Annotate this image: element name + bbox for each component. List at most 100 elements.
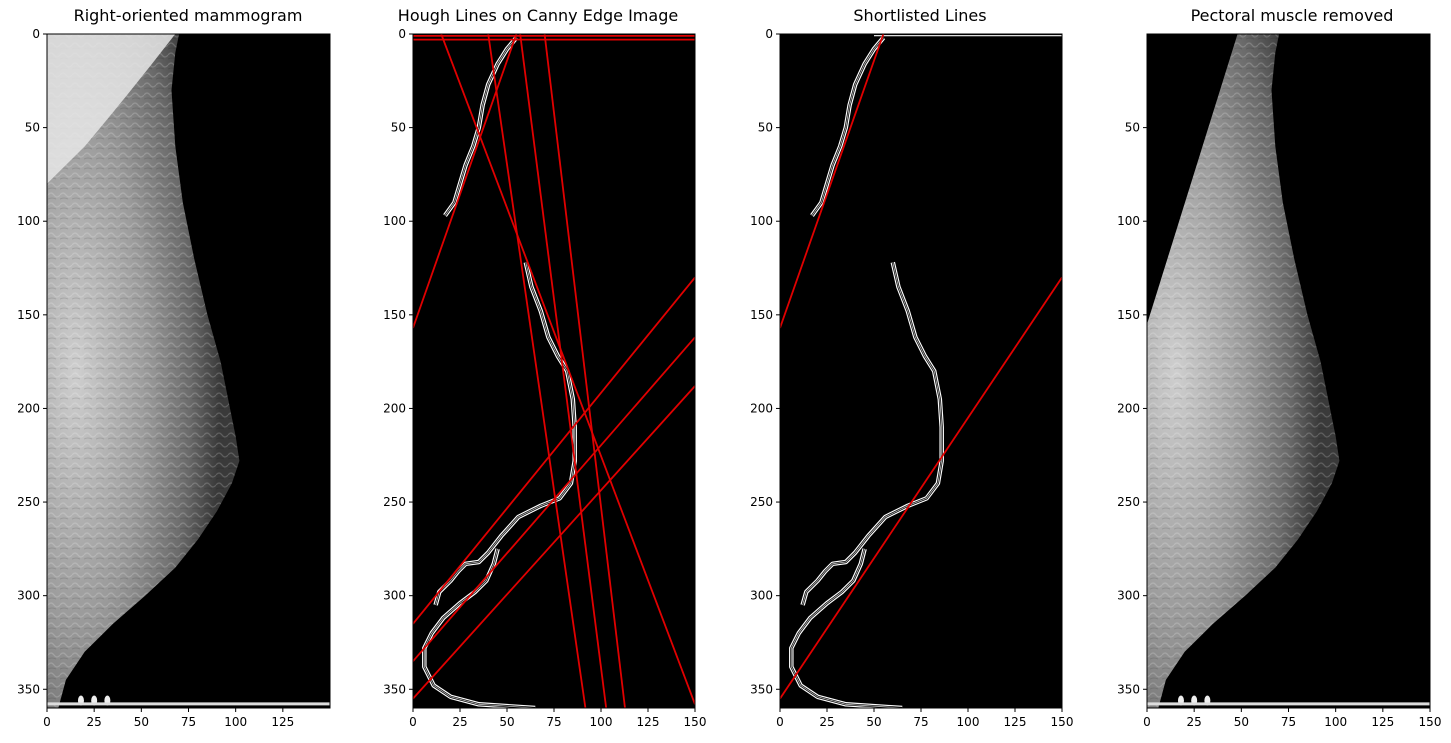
x-tick-label: 125 [1004, 715, 1027, 729]
x-tick-label: 100 [1324, 715, 1347, 729]
y-tick-label: 200 [383, 401, 406, 415]
y-tick-label: 0 [32, 27, 40, 41]
x-tick-label: 25 [87, 715, 102, 729]
image-bottom-band [1147, 702, 1430, 706]
x-tick-label: 100 [957, 715, 980, 729]
y-tick-label: 300 [1117, 589, 1140, 603]
axes-pectoral-removed: 50 100 150 200 250 300 350 0 25 50 75 100 125 150 [1117, 33, 1442, 729]
y-tick-label: 0 [398, 27, 406, 41]
edge-curve-core [790, 548, 903, 708]
y-tick-label: 250 [1117, 495, 1140, 509]
x-tick-label: 50 [499, 715, 514, 729]
edge-curve-core [444, 37, 517, 216]
hough-line [413, 385, 695, 700]
pectoral-removed-image [1147, 34, 1430, 708]
hough-line [413, 276, 695, 625]
y-tick-label: 100 [1117, 214, 1140, 228]
y-tick-label: 350 [1117, 682, 1140, 696]
hough-line [487, 34, 587, 708]
x-tick-label: 25 [1187, 715, 1202, 729]
image-background [780, 34, 1062, 708]
image-background [413, 34, 695, 708]
edge-curve-core [435, 262, 576, 606]
x-tick-label: 100 [590, 715, 613, 729]
x-tick-label: 25 [819, 715, 834, 729]
x-tick-label: 125 [1371, 715, 1394, 729]
axes-mammogram: 0 50 100 150 200 250 300 350 0 25 50 75 100 125 [17, 27, 331, 729]
x-tick-label: 150 [1419, 715, 1442, 729]
axes-hough: 0 50 100 150 200 250 300 350 0 25 50 75 100 125 150 [383, 27, 707, 729]
y-tick-label: 200 [1117, 401, 1140, 415]
y-tick-label: 150 [383, 308, 406, 322]
y-tick-label: 250 [383, 495, 406, 509]
y-tick-label: 50 [391, 121, 406, 135]
x-tick-label: 125 [271, 715, 294, 729]
edge-curve-core [811, 37, 884, 216]
y-tick-label: 300 [17, 589, 40, 603]
y-tick-label: 150 [750, 308, 773, 322]
image-bottom-band [47, 702, 330, 706]
y-tick-label: 250 [17, 495, 40, 509]
x-tick-label: 0 [776, 715, 784, 729]
y-tick-label: 50 [1125, 121, 1140, 135]
panel-title: Hough Lines on Canny Edge Image [397, 6, 679, 25]
x-tick-label: 150 [684, 715, 707, 729]
canny-edge-image [413, 34, 695, 708]
y-tick-label: 150 [17, 308, 40, 322]
edge-curve-core [423, 548, 536, 708]
pectoral-muscle [47, 34, 176, 184]
x-tick-label: 50 [134, 715, 149, 729]
x-tick-label: 0 [43, 715, 51, 729]
hough-line [780, 34, 885, 329]
y-tick-label: 0 [765, 27, 773, 41]
y-tick-label: 50 [758, 121, 773, 135]
panel-title: Shortlisted Lines [853, 6, 987, 25]
hough-line [543, 34, 626, 708]
x-tick-label: 50 [1234, 715, 1249, 729]
y-tick-label: 350 [750, 682, 773, 696]
y-tick-label: 50 [25, 121, 40, 135]
y-tick-label: 100 [383, 214, 406, 228]
y-tick-label: 300 [750, 589, 773, 603]
hough-line [413, 34, 518, 329]
panel-pectoral-removed: Pectoral muscle removed 50 100 150 200 250 30… [1090, 0, 1451, 743]
panel-title: Right-oriented mammogram [73, 6, 303, 25]
hough-line [780, 276, 1062, 700]
y-tick-label: 200 [750, 401, 773, 415]
mammogram-image [47, 34, 330, 708]
y-tick-label: 300 [383, 589, 406, 603]
x-tick-label: 75 [181, 715, 196, 729]
x-tick-label: 75 [546, 715, 561, 729]
x-tick-label: 0 [1143, 715, 1151, 729]
panel-hough: Hough Lines on Canny Edge Image 0 50 100 15… [360, 0, 720, 743]
edge-curve-core [802, 262, 943, 606]
tissue-texture [47, 34, 240, 708]
panel-title: Pectoral muscle removed [1190, 6, 1394, 25]
y-tick-label: 100 [17, 214, 40, 228]
y-tick-label: 250 [750, 495, 773, 509]
x-tick-label: 50 [866, 715, 881, 729]
x-tick-label: 0 [409, 715, 417, 729]
x-tick-label: 125 [637, 715, 660, 729]
y-tick-label: 100 [750, 214, 773, 228]
y-tick-label: 150 [1117, 308, 1140, 322]
panel-mammogram: Right-oriented mammogram 0 50 100 150 200 250… [0, 0, 360, 743]
hough-lines [780, 34, 1062, 700]
hough-line [413, 336, 695, 662]
tissue-texture [1147, 34, 1340, 708]
x-tick-label: 150 [1051, 715, 1074, 729]
panel-shortlisted: Shortlisted Lines 0 50 100 150 200 250 300 350 0… [725, 0, 1085, 743]
hough-lines [413, 34, 695, 708]
x-tick-label: 75 [1281, 715, 1296, 729]
removed-region [1147, 34, 1238, 325]
axes-shortlisted: 0 50 100 150 200 250 300 350 0 25 50 75 100 125 150 [750, 27, 1074, 729]
x-tick-label: 25 [452, 715, 467, 729]
y-tick-label: 200 [17, 401, 40, 415]
hough-line [440, 34, 695, 705]
hough-line [519, 34, 608, 708]
x-tick-label: 100 [224, 715, 247, 729]
canny-edge-image-shortlisted [780, 34, 1062, 708]
y-tick-label: 350 [383, 682, 406, 696]
y-tick-label: 350 [17, 682, 40, 696]
x-tick-label: 75 [913, 715, 928, 729]
